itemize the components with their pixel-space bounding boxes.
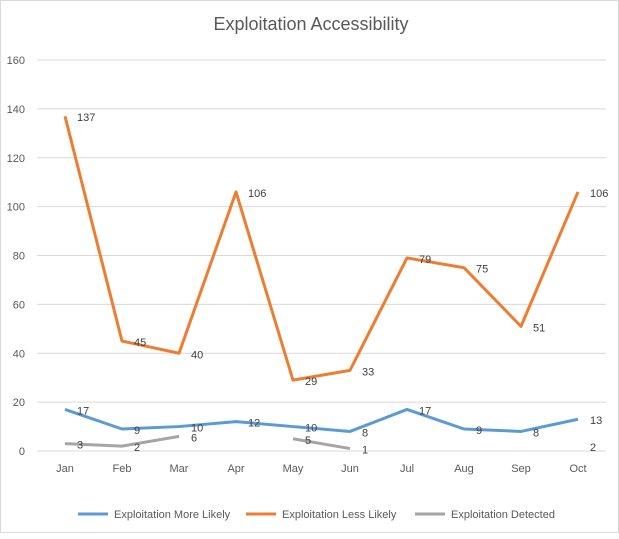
data-label: 29 xyxy=(305,376,317,388)
data-label: 106 xyxy=(248,188,266,200)
legend-label: Exploitation Less Likely xyxy=(282,509,397,521)
chart-title: Exploitation Accessibility xyxy=(213,14,408,34)
x-tick-label: Jan xyxy=(56,463,74,475)
series-line xyxy=(64,434,180,448)
data-label: 12 xyxy=(248,418,260,430)
y-tick-label: 40 xyxy=(13,348,25,360)
data-label: 6 xyxy=(191,432,197,444)
data-label: 45 xyxy=(134,337,146,349)
data-label: 13 xyxy=(590,415,602,427)
data-label: 8 xyxy=(533,427,539,439)
y-tick-label: 120 xyxy=(7,153,25,165)
legend-item: Exploitation More Likely xyxy=(78,509,231,521)
x-tick-label: Sep xyxy=(511,463,531,475)
y-tick-label: 100 xyxy=(7,202,25,214)
legend-item: Exploitation Less Likely xyxy=(246,509,397,521)
y-tick-label: 140 xyxy=(7,104,25,116)
data-label: 3 xyxy=(77,440,83,452)
legend-item: Exploitation Detected xyxy=(415,509,555,521)
y-tick-label: 0 xyxy=(19,446,25,458)
series-line xyxy=(63,115,580,382)
y-tick-label: 80 xyxy=(13,251,25,263)
x-tick-label: Oct xyxy=(569,463,586,475)
data-label: 10 xyxy=(305,423,317,435)
legend-label: Exploitation More Likely xyxy=(114,509,231,521)
data-label: 2 xyxy=(590,442,596,454)
data-label: 51 xyxy=(533,322,545,334)
x-tick-label: Jun xyxy=(341,463,359,475)
x-tick-label: Aug xyxy=(454,463,474,475)
data-label: 79 xyxy=(419,254,431,266)
x-tick-label: May xyxy=(283,463,304,475)
data-label: 9 xyxy=(134,425,140,437)
data-label: 75 xyxy=(476,264,488,276)
data-label: 5 xyxy=(305,435,311,447)
y-tick-label: 20 xyxy=(13,397,25,409)
data-label: 8 xyxy=(362,427,368,439)
x-tick-label: Feb xyxy=(113,463,132,475)
legend-label: Exploitation Detected xyxy=(451,509,555,521)
y-tick-label: 60 xyxy=(13,299,25,311)
data-label: 1 xyxy=(362,445,368,457)
data-label: 10 xyxy=(191,423,203,435)
series-line xyxy=(64,407,579,433)
y-tick-label: 160 xyxy=(7,55,25,67)
data-label: 106 xyxy=(590,188,608,200)
x-tick-label: Mar xyxy=(170,463,189,475)
x-tick-label: Apr xyxy=(227,463,244,475)
data-label: 33 xyxy=(362,366,374,378)
data-label: 137 xyxy=(77,112,95,124)
data-label: 40 xyxy=(191,349,203,361)
series-line xyxy=(292,437,351,451)
data-label: 2 xyxy=(134,442,140,454)
data-label: 17 xyxy=(77,405,89,417)
x-tick-label: Jul xyxy=(400,463,414,475)
data-label: 9 xyxy=(476,425,482,437)
data-label: 17 xyxy=(419,405,431,417)
